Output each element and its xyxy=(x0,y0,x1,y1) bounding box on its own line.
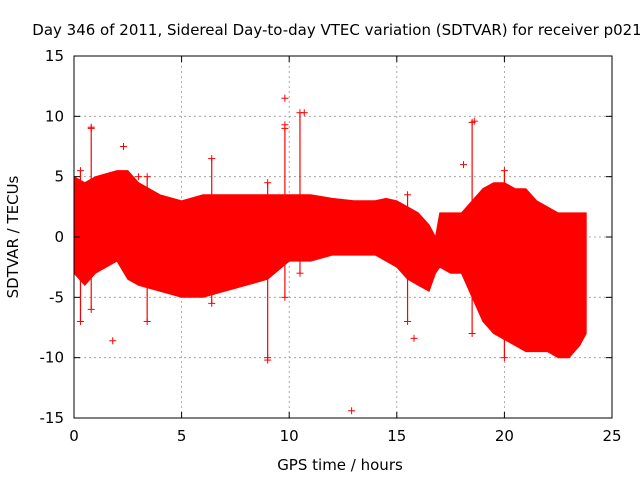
data-point xyxy=(300,109,308,117)
data-point xyxy=(264,356,272,364)
x-tick-label: 25 xyxy=(602,427,621,445)
data-point xyxy=(460,161,468,169)
y-tick-label: -5 xyxy=(49,288,64,306)
y-axis: -15 -10 -5 0 5 10 15 xyxy=(40,47,612,427)
spike-marker xyxy=(281,293,289,301)
spike-marker xyxy=(76,317,84,325)
y-tick-label: -15 xyxy=(40,409,65,427)
data-point xyxy=(528,344,536,352)
data-point xyxy=(135,173,143,181)
spike-marker xyxy=(208,299,216,307)
spike-marker xyxy=(264,179,272,187)
x-axis: 0 5 10 15 20 25 xyxy=(69,56,622,445)
data-point xyxy=(470,117,478,125)
x-tick-label: 0 xyxy=(69,427,79,445)
y-tick-label: -10 xyxy=(40,349,65,367)
y-axis-label: SDTVAR / TECUs xyxy=(4,175,22,298)
y-tick-label: 15 xyxy=(45,47,64,65)
x-tick-label: 5 xyxy=(177,427,187,445)
data-point xyxy=(119,143,127,150)
spike-marker xyxy=(76,167,84,175)
spike-marker xyxy=(500,167,508,175)
y-tick-label: 5 xyxy=(54,168,64,186)
spike-marker xyxy=(404,317,412,325)
y-tick-label: 10 xyxy=(45,107,64,125)
data-point xyxy=(109,337,117,345)
y-tick-label: 0 xyxy=(54,228,64,246)
data-point xyxy=(410,334,418,342)
spike-marker xyxy=(87,305,95,313)
spike-marker xyxy=(468,330,476,338)
x-axis-label: GPS time / hours xyxy=(277,456,403,474)
chart-title: Day 346 of 2011, Sidereal Day-to-day VTE… xyxy=(32,21,640,39)
spike-marker xyxy=(143,173,151,181)
data-point xyxy=(281,121,289,129)
x-tick-label: 20 xyxy=(495,427,514,445)
x-tick-label: 10 xyxy=(280,427,299,445)
spike-marker xyxy=(500,354,508,362)
spike-marker xyxy=(296,269,304,277)
spike-marker xyxy=(404,191,412,199)
data-point xyxy=(87,123,95,131)
data-point xyxy=(281,94,289,102)
data-point xyxy=(348,407,356,415)
spike-marker xyxy=(143,317,151,325)
x-tick-label: 15 xyxy=(387,427,406,445)
data-series-sdtvar xyxy=(73,94,587,415)
spike-marker xyxy=(208,155,216,163)
data-band xyxy=(73,170,587,359)
